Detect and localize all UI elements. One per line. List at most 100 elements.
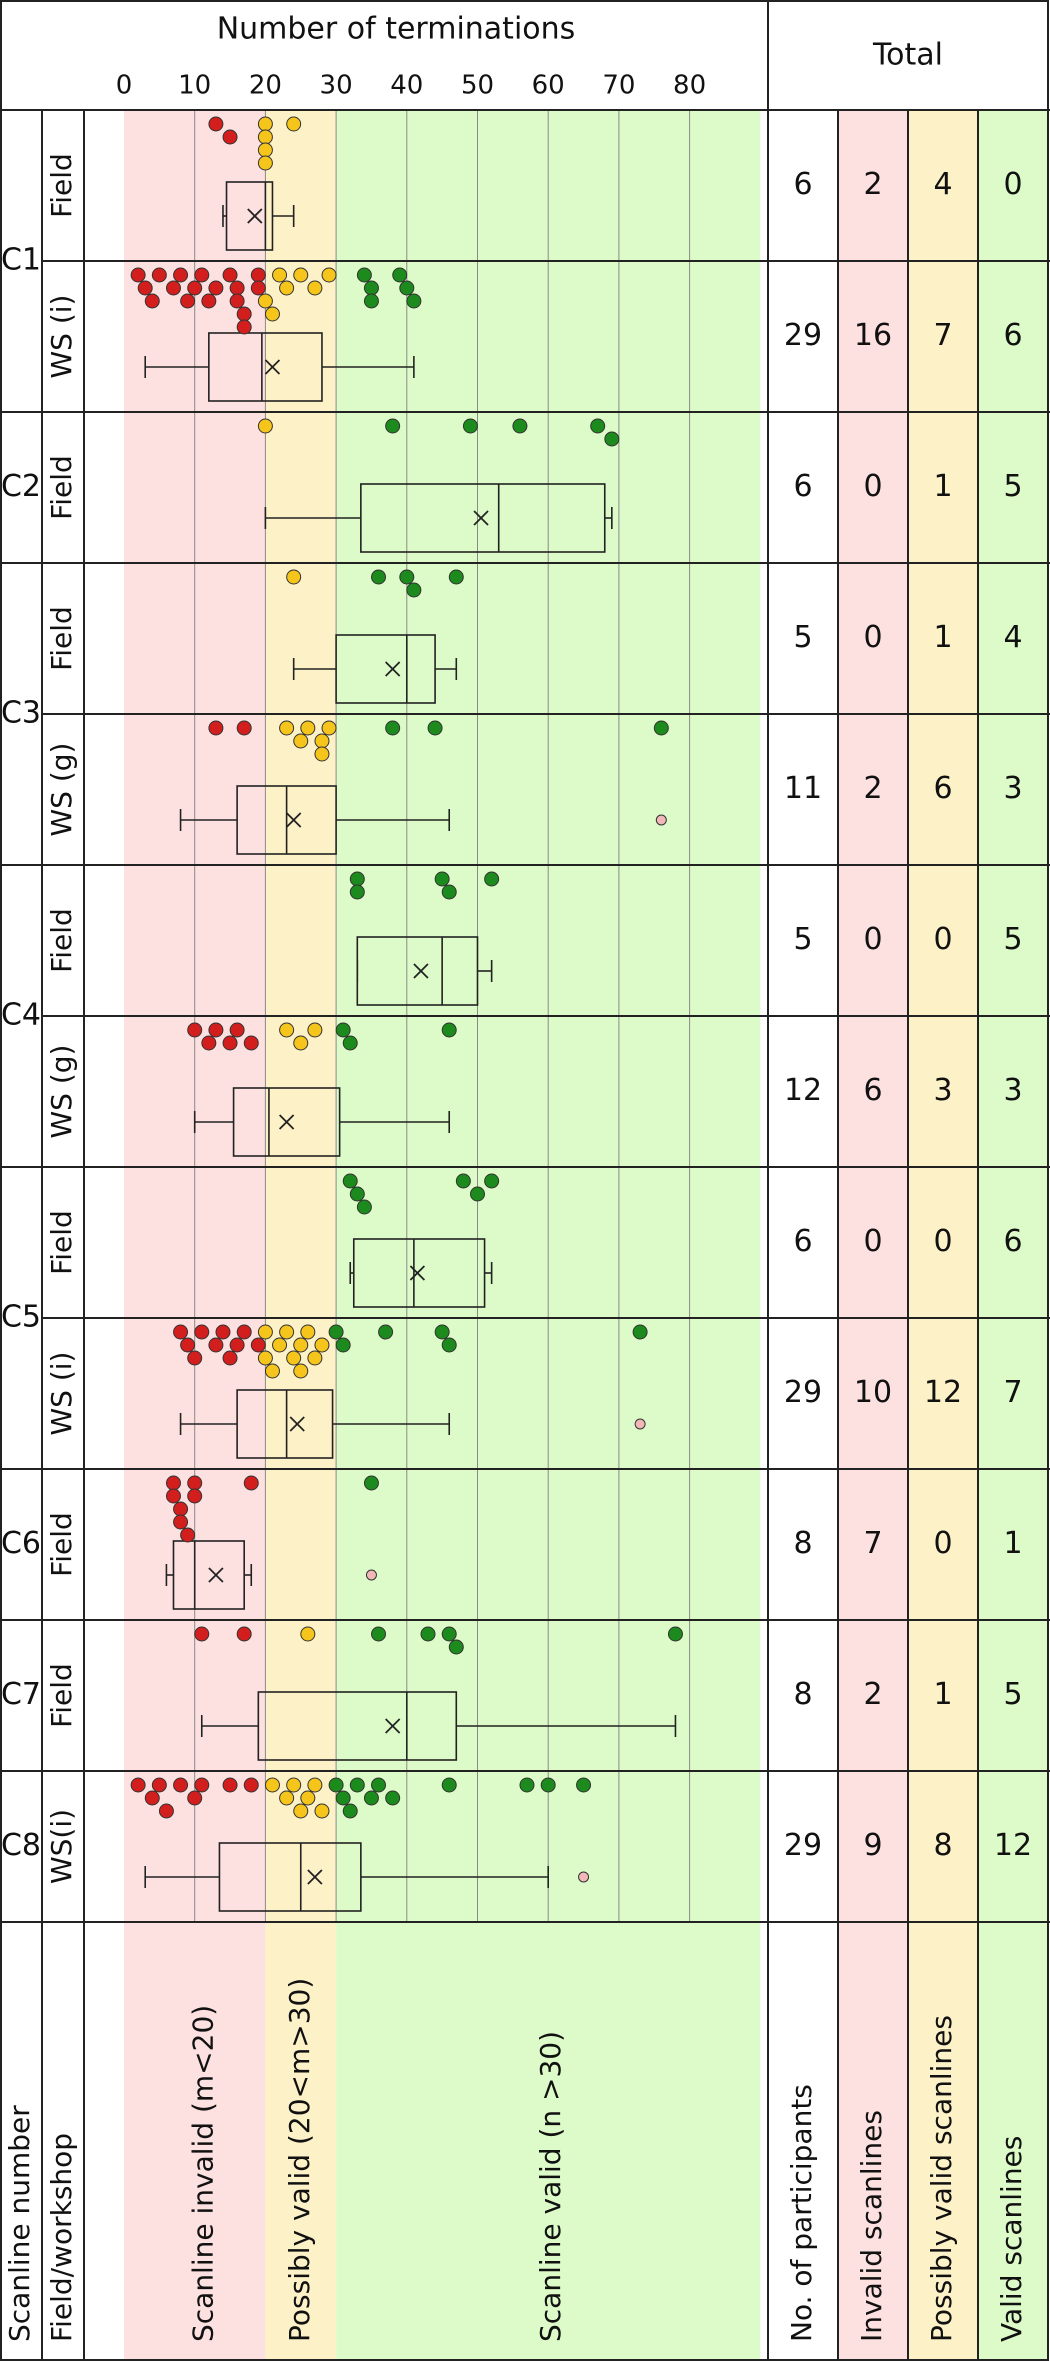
data-point	[187, 1350, 203, 1366]
data-point	[363, 1790, 379, 1806]
data-point	[519, 1777, 535, 1793]
data-point	[208, 1022, 224, 1038]
data-point	[257, 129, 273, 145]
total-cell-possibly: 8	[933, 1828, 952, 1863]
data-point	[279, 1022, 295, 1038]
data-point	[371, 1626, 387, 1642]
total-cell-possibly: 7	[933, 318, 952, 353]
total-cell-invalid: 0	[863, 1224, 882, 1259]
mean-marker	[307, 1869, 323, 1885]
data-point	[201, 1035, 217, 1051]
data-point	[399, 280, 415, 296]
x-axis-title: Number of terminations	[217, 12, 576, 47]
data-point	[441, 1022, 457, 1038]
data-point	[236, 720, 252, 736]
data-point	[130, 267, 146, 283]
data-point	[349, 871, 365, 887]
data-point	[137, 280, 153, 296]
data-point	[307, 1777, 323, 1793]
data-point	[484, 1173, 500, 1189]
data-point	[293, 1803, 309, 1819]
data-point	[286, 1777, 302, 1793]
data-point	[314, 746, 330, 762]
row-type-label: Field	[45, 1663, 78, 1728]
data-point	[441, 1626, 457, 1642]
scanline-group-label: C8	[1, 1828, 41, 1863]
total-cell-invalid: 6	[863, 1073, 882, 1108]
data-point	[272, 1337, 288, 1353]
data-point	[300, 720, 316, 736]
data-point	[279, 1790, 295, 1806]
data-point	[158, 1803, 174, 1819]
total-cell-participants: 29	[784, 1375, 822, 1410]
data-point	[406, 293, 422, 309]
data-point	[208, 116, 224, 132]
row-type-label: WS (g)	[45, 743, 78, 837]
data-point	[222, 1350, 238, 1366]
data-point	[441, 884, 457, 900]
outlier-point	[365, 1569, 377, 1581]
data-point	[151, 267, 167, 283]
scanline-group-label: C2	[1, 469, 41, 504]
scanline-group-label: C7	[1, 1677, 41, 1712]
data-point	[165, 1475, 181, 1491]
iqr-box	[360, 483, 606, 553]
total-cell-valid: 5	[1003, 469, 1022, 504]
data-point	[173, 1777, 189, 1793]
data-point	[215, 1324, 231, 1340]
x-tick-label: 80	[673, 71, 706, 101]
data-point	[314, 1803, 330, 1819]
footer-scanline-number: Scanline number	[3, 2105, 36, 2342]
total-cell-valid: 12	[994, 1828, 1032, 1863]
row-type-label: WS (g)	[45, 1045, 78, 1139]
outlier-point	[655, 814, 667, 826]
data-point	[229, 293, 245, 309]
total-cell-participants: 8	[793, 1677, 812, 1712]
total-cell-participants: 11	[784, 771, 822, 806]
data-point	[349, 1186, 365, 1202]
total-cell-invalid: 2	[863, 771, 882, 806]
total-cell-invalid: 0	[863, 469, 882, 504]
iqr-box	[218, 1842, 362, 1912]
data-point	[173, 1324, 189, 1340]
data-point	[540, 1777, 556, 1793]
total-cell-invalid: 2	[863, 167, 882, 202]
total-column-bg-0	[768, 110, 838, 2360]
data-point	[356, 267, 372, 283]
iqr-box	[236, 1389, 334, 1459]
data-point	[194, 267, 210, 283]
data-point	[194, 1324, 210, 1340]
x-tick-label: 30	[320, 71, 353, 101]
outlier-point	[578, 1871, 590, 1883]
data-point	[392, 267, 408, 283]
data-point	[257, 1350, 273, 1366]
data-point	[462, 418, 478, 434]
row-type-label: WS(i)	[45, 1809, 78, 1884]
data-point	[378, 1324, 394, 1340]
data-point	[286, 1350, 302, 1366]
data-point	[272, 267, 288, 283]
scanline-group-label: C3	[1, 696, 41, 731]
data-point	[653, 720, 669, 736]
data-point	[385, 1790, 401, 1806]
row-type-label: Field	[45, 153, 78, 218]
mean-marker	[278, 1114, 295, 1130]
data-point	[342, 1173, 358, 1189]
x-tick-label: 0	[116, 71, 133, 101]
data-point	[293, 733, 309, 749]
data-point	[144, 1790, 160, 1806]
x-tick-label: 10	[178, 71, 211, 101]
total-cell-valid: 3	[1003, 1073, 1022, 1108]
total-cell-invalid: 16	[854, 318, 892, 353]
data-point	[448, 1639, 464, 1655]
data-point	[187, 1022, 203, 1038]
iqr-box	[232, 1087, 341, 1157]
data-point	[441, 1777, 457, 1793]
footer-column-label: Invalid scanlines	[855, 2110, 888, 2342]
data-point	[257, 1324, 273, 1340]
total-cell-participants: 29	[784, 1828, 822, 1863]
data-point	[293, 1337, 309, 1353]
data-point	[286, 569, 302, 585]
data-point	[194, 1626, 210, 1642]
